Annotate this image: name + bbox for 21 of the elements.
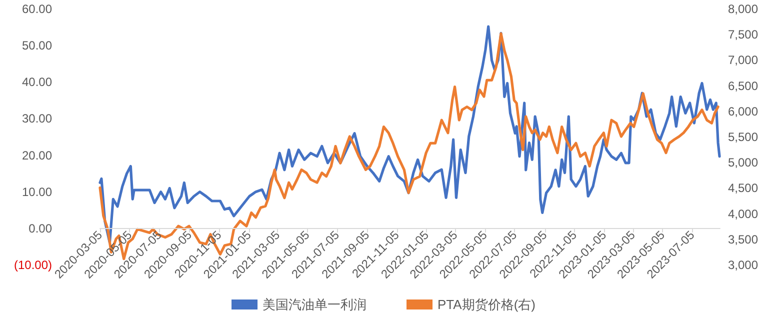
- y-tick-label: 10.00: [22, 184, 52, 199]
- legend-label: PTA期货价格(右): [438, 297, 536, 312]
- y-tick-label: 50.00: [22, 38, 52, 53]
- y2-tick-label: 7,000: [728, 53, 758, 68]
- y2-tick-label: 4,500: [728, 181, 758, 196]
- y2-tick-label: 6,000: [728, 104, 758, 118]
- y-tick-label: 0.00: [28, 221, 52, 236]
- legend-label: 美国汽油单一利润: [262, 297, 367, 312]
- y-tick-label: 40.00: [22, 75, 52, 90]
- y2-tick-label: 8,000: [728, 2, 758, 16]
- y-tick-label: 60.00: [22, 2, 52, 16]
- y2-tick-label: 7,500: [728, 28, 758, 42]
- y2-tick-label: 5,000: [728, 156, 758, 170]
- y-tick-label: 20.00: [22, 148, 52, 162]
- y2-tick-label: 3,500: [728, 232, 758, 246]
- y-tick-label: (10.00): [14, 258, 52, 272]
- y2-tick-label: 5,500: [728, 130, 758, 144]
- y2-tick-label: 4,000: [728, 206, 758, 221]
- y2-tick-label: 3,000: [728, 258, 758, 272]
- y2-tick-label: 6,500: [728, 78, 758, 93]
- y-tick-label: 30.00: [22, 112, 52, 126]
